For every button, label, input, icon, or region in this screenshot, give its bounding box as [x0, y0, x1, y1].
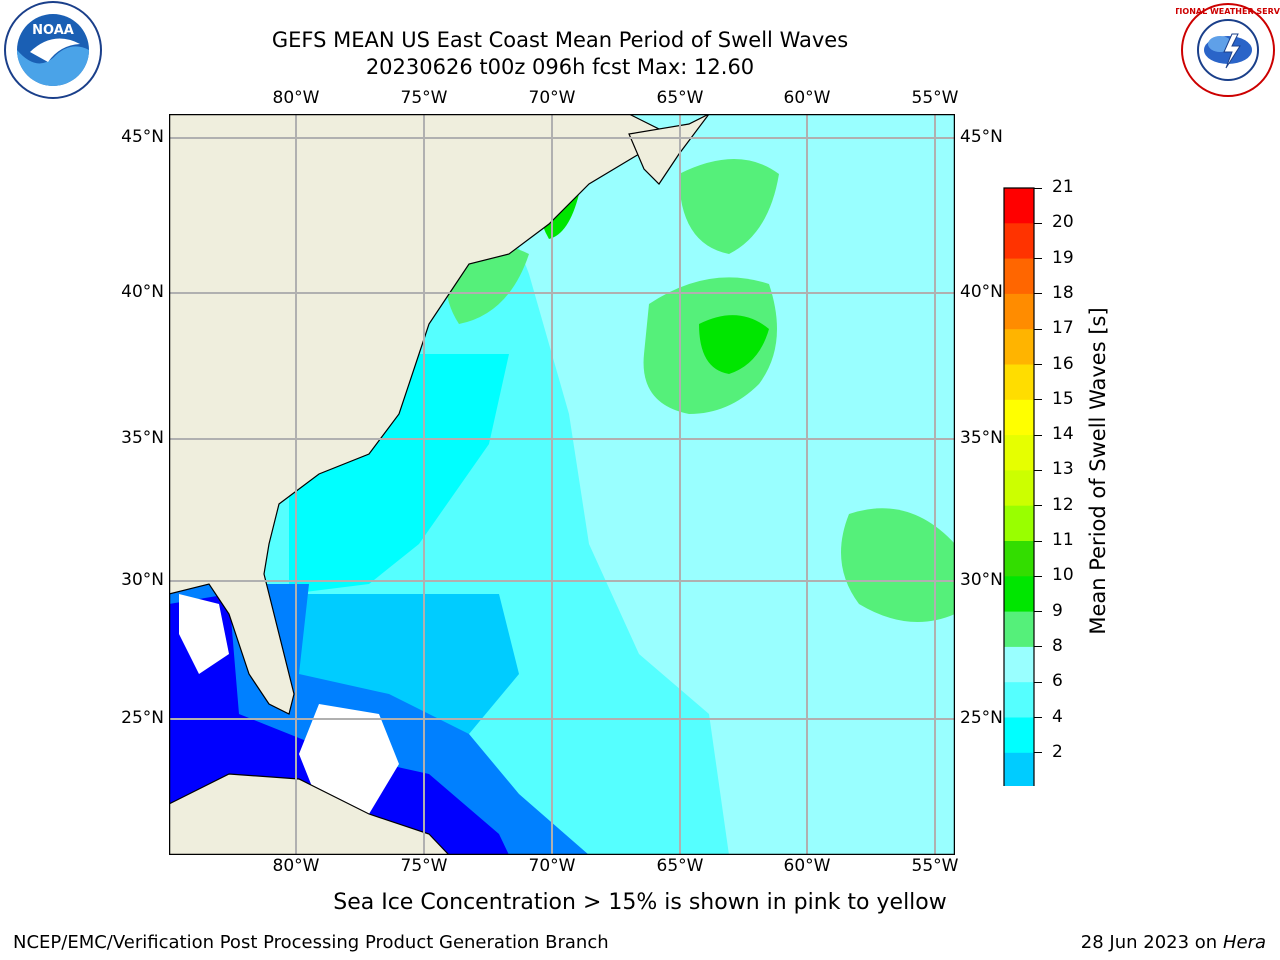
colorbar-tick-mark [1034, 399, 1042, 401]
lon-label-top-75w: 75°W [400, 88, 448, 108]
colorbar-tick-mark [1034, 222, 1042, 224]
lat-label-right-25n: 25°N [960, 708, 1003, 728]
lon-label-bottom-80w: 80°W [272, 856, 320, 876]
colorbar-tick-mark [1034, 646, 1042, 648]
footer-machine: Hera [1222, 932, 1266, 953]
swell-9-10-patch-east [841, 508, 955, 622]
chart-subtitle: 20230626 t00z 096h fcst Max: 12.60 [365, 55, 755, 79]
colorbar-tick-label: 14 [1052, 424, 1074, 445]
lat-label-right-40n: 40°N [960, 282, 1003, 302]
lon-label-bottom-65w: 65°W [656, 856, 704, 876]
colorbar-tick-label: 11 [1052, 530, 1074, 550]
colorbar-segment [1004, 576, 1034, 613]
sea-ice-note: Sea Ice Concentration > 15% is shown in … [333, 890, 947, 915]
svg-text:NOAA: NOAA [32, 23, 74, 38]
lat-label-left-40n: 40°N [121, 282, 164, 302]
lat-label-right-30n: 30°N [960, 570, 1003, 590]
colorbar [1000, 186, 1040, 853]
colorbar-tick-label: 21 [1052, 177, 1074, 197]
colorbar-tick-mark [1034, 611, 1042, 613]
land-north-america [168, 113, 671, 715]
nws-logo: NATIONAL WEATHER SERVICE [1162, 0, 1280, 100]
colorbar-segment [1004, 399, 1034, 436]
lon-label-bottom-70w: 70°W [528, 856, 576, 876]
colorbar-tick-mark [1034, 434, 1042, 436]
colorbar-segment [1004, 505, 1034, 542]
colorbar-tick-label: 17 [1052, 318, 1074, 339]
colorbar-tick-label: 4 [1052, 706, 1063, 727]
colorbar-tick-mark [1034, 540, 1042, 542]
lat-label-left-25n: 25°N [121, 708, 164, 728]
colorbar-segment [1004, 223, 1034, 260]
footer-branch: NCEP/EMC/Verification Post Processing Pr… [13, 932, 609, 953]
colorbar-tick-label: 20 [1052, 212, 1074, 233]
colorbar-tick-mark [1034, 469, 1042, 471]
colorbar-segment [1004, 329, 1034, 365]
no-data-gulf [179, 594, 229, 674]
colorbar-segment [1004, 435, 1034, 471]
noaa-logo: NOAA [0, 0, 106, 100]
colorbar-tick-label: 18 [1052, 282, 1074, 303]
colorbar-segment [1004, 364, 1034, 401]
colorbar-segment [1004, 611, 1034, 648]
colorbar-label: Mean Period of Swell Waves [s] [1086, 307, 1110, 635]
footer-date-text: 28 Jun 2023 on [1080, 932, 1218, 953]
colorbar-tick-label: 6 [1052, 671, 1063, 692]
chart-title: GEFS MEAN US East Coast Mean Period of S… [271, 28, 849, 52]
colorbar-tick-label: 12 [1052, 494, 1074, 515]
swell-7-9-region [469, 114, 955, 855]
lon-label-bottom-55w: 55°W [911, 856, 959, 876]
colorbar-tick-mark [1034, 328, 1042, 330]
swell-9-10-patch-north [679, 159, 779, 254]
colorbar-segment [1004, 682, 1034, 718]
lon-label-top-55w: 55°W [911, 88, 959, 108]
colorbar-segment [1004, 470, 1034, 507]
colorbar-segment [1004, 258, 1034, 295]
colorbar-segment [1004, 717, 1034, 754]
colorbar-tick-label: 19 [1052, 247, 1074, 268]
colorbar-tick-mark [1034, 258, 1042, 260]
svg-text:NATIONAL WEATHER SERVICE: NATIONAL WEATHER SERVICE [1176, 7, 1280, 16]
colorbar-tick-mark [1034, 505, 1042, 507]
colorbar-tick-mark [1034, 293, 1042, 295]
map-gridlines [169, 114, 955, 855]
lon-label-top-65w: 65°W [656, 88, 704, 108]
colorbar-tick-mark [1034, 681, 1042, 683]
lat-label-left-35n: 35°N [121, 428, 164, 448]
colorbar-tick-mark [1034, 717, 1042, 718]
swell-10-11-patch-central [699, 315, 769, 374]
footer-date: 28 Jun 2023 on Hera [1081, 932, 1266, 953]
colorbar-tick-label: 10 [1052, 565, 1074, 586]
colorbar-tick-label: 2 [1052, 741, 1063, 762]
lat-label-right-35n: 35°N [960, 428, 1003, 448]
colorbar-tick-label: 8 [1052, 635, 1063, 656]
colorbar-tick-mark [1034, 364, 1042, 365]
no-data-bahamas [299, 704, 399, 814]
map-frame [168, 113, 956, 856]
colorbar-tick-label: 13 [1052, 459, 1074, 480]
colorbar-tick-mark [1034, 187, 1042, 189]
lat-label-right-45n: 45°N [960, 127, 1003, 147]
colorbar-segment [1004, 752, 1034, 789]
lat-label-left-45n: 45°N [121, 127, 164, 147]
colorbar-segment [1004, 293, 1034, 330]
colorbar-tick-label: 9 [1052, 600, 1063, 621]
swell-4-6-coastal [289, 354, 509, 594]
lon-label-top-80w: 80°W [272, 88, 320, 108]
lon-label-bottom-75w: 75°W [400, 856, 448, 876]
lat-label-left-30n: 30°N [121, 570, 164, 590]
map-area [168, 113, 956, 856]
colorbar-tick-mark [1034, 575, 1042, 577]
colorbar-segment [1004, 646, 1034, 683]
colorbar-segment [1004, 188, 1034, 224]
colorbar-tick-label: 15 [1052, 388, 1074, 409]
colorbar-segment [1004, 541, 1034, 577]
colorbar-tick-mark [1034, 752, 1042, 754]
colorbar-tick-label: 16 [1052, 353, 1074, 374]
lon-label-top-60w: 60°W [783, 88, 831, 108]
lon-label-top-70w: 70°W [528, 88, 576, 108]
lon-label-bottom-60w: 60°W [783, 856, 831, 876]
